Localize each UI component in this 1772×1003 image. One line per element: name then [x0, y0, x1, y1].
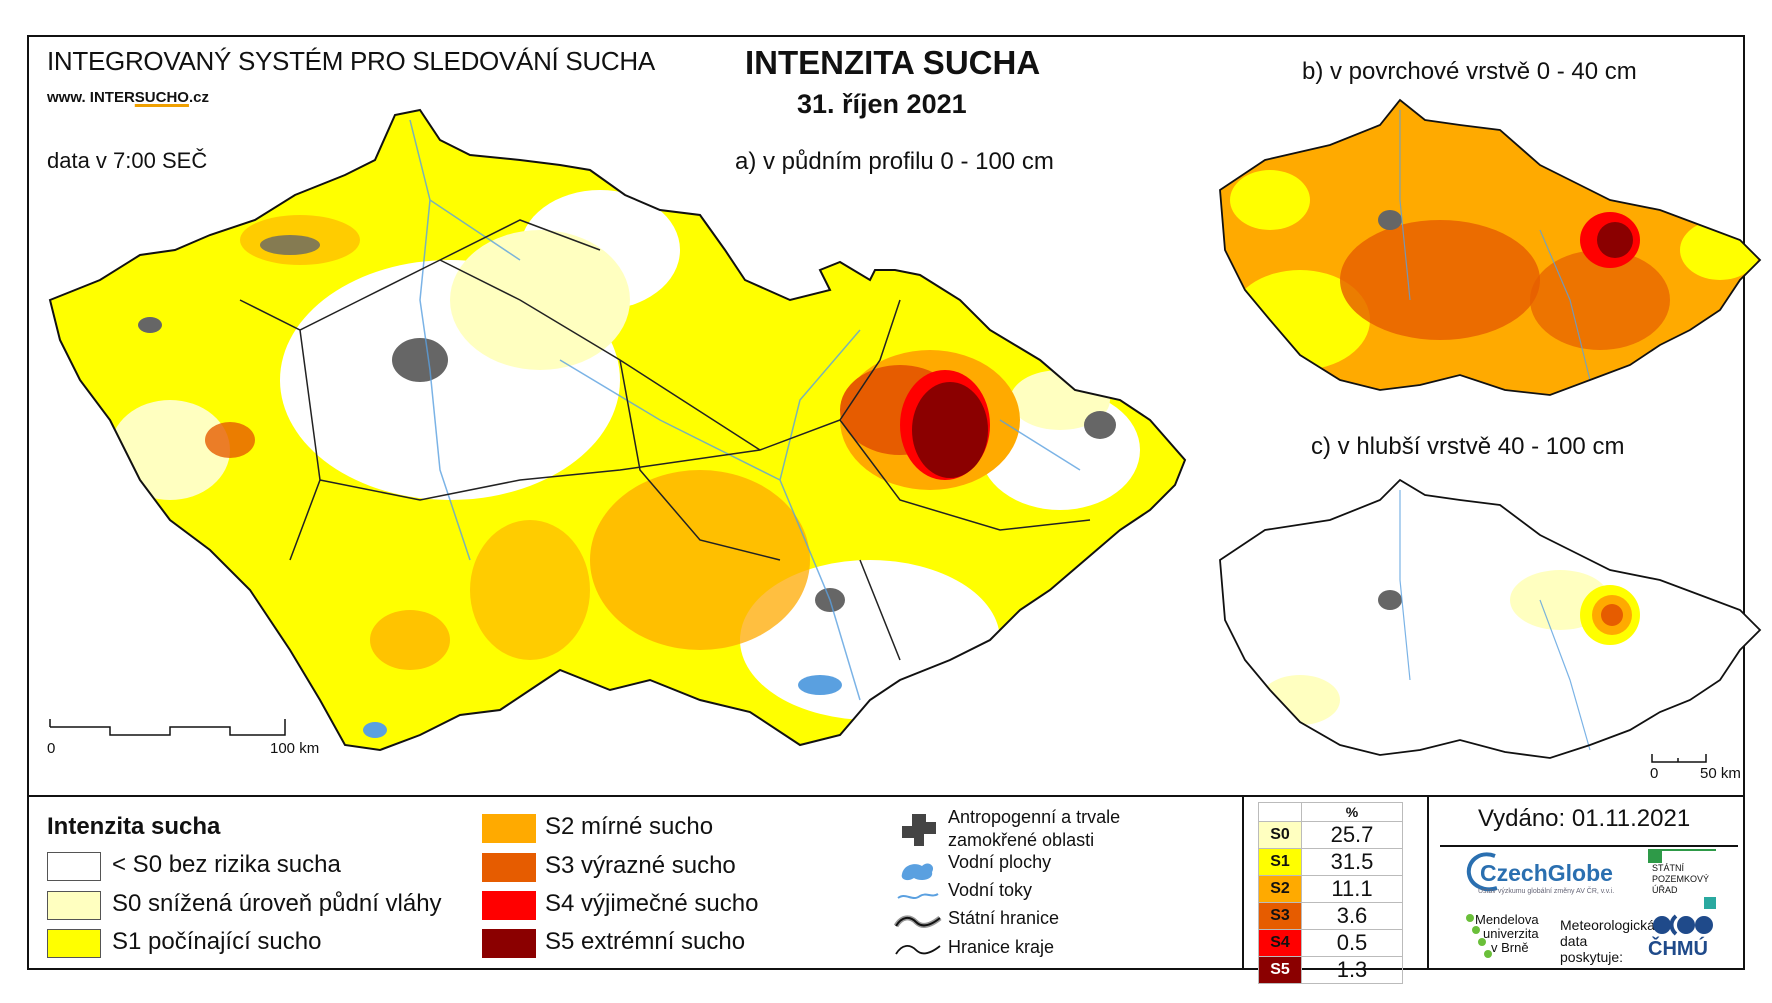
map-c-scale-start: 0 — [1650, 765, 1659, 782]
stats-class: S1 — [1258, 848, 1302, 876]
stats-class: S2 — [1258, 875, 1302, 903]
drought-stats-table: % S0 25.7 S1 31.5 S2 11.1 S3 3.6 S4 0.5 … — [1258, 802, 1403, 984]
stats-row-s1: S1 31.5 — [1258, 848, 1403, 876]
legend-swatch-s5 — [482, 929, 536, 958]
legend-swatch-s2 — [482, 814, 536, 843]
legend-label-no-risk: < S0 bez rizika sucha — [112, 851, 341, 878]
stats-header-unit: % — [1301, 802, 1403, 822]
spu-line3: ÚŘAD — [1652, 885, 1678, 895]
legend-symbol-state-border: Státní hranice — [948, 908, 1060, 928]
legend-label-s1: S1 počínající sucho — [112, 928, 322, 955]
state-border-icon — [894, 915, 942, 928]
stats-class: S3 — [1258, 902, 1302, 930]
meteo-data-provider: Meteorologická data poskytuje: — [1560, 917, 1655, 965]
map-a-title: a) v půdním profilu 0 - 100 cm — [735, 148, 1054, 175]
legend-swatch-s0 — [47, 891, 101, 920]
spu-line1: STÁTNÍ — [1652, 863, 1685, 873]
stats-value: 3.6 — [1301, 902, 1403, 930]
issued-divider — [1440, 845, 1738, 847]
spu-logo-line — [1662, 849, 1716, 851]
legend-label-s3: S3 výrazné sucho — [545, 852, 736, 879]
website-url[interactable]: www. INTERSUCHO.cz — [47, 89, 209, 106]
legend-swatch-s3 — [482, 853, 536, 882]
legend-title: Intenzita sucha — [47, 813, 221, 840]
map-a-scale-end: 100 km — [270, 740, 320, 757]
legend-symbol-anthropogenic-line2: zamokřené oblasti — [948, 830, 1095, 850]
legend-swatch-s1 — [47, 929, 101, 958]
stats-row-s2: S2 11.1 — [1258, 875, 1403, 903]
stats-row-s0: S0 25.7 — [1258, 821, 1403, 849]
czechglobe-logo: CzechGlobe — [1480, 860, 1613, 886]
spu-logo-text: STÁTNÍ POZEMKOVÝ ÚŘAD — [1652, 863, 1709, 896]
url-highlight: SUCHO — [134, 89, 189, 106]
stats-header-class — [1258, 802, 1302, 822]
legend-divider — [27, 795, 1745, 797]
legend-label-s2: S2 mírné sucho — [545, 813, 714, 840]
mendel-line1: Mendelova — [1475, 912, 1539, 927]
legend-swatch-s4 — [482, 891, 536, 920]
spu-logo: STÁTNÍ POZEMKOVÝ ÚŘAD — [1648, 849, 1716, 909]
spu-logo-mark-icon — [1648, 849, 1662, 863]
map-c-title: c) v hlubší vrstvě 40 - 100 cm — [1311, 433, 1625, 460]
map-c-deep-layer — [1219, 478, 1762, 759]
meteo-line2: data — [1560, 933, 1588, 949]
legend-label-s0: S0 snížená úroveň půdní vláhy — [112, 890, 442, 917]
water-area-icon — [901, 863, 934, 881]
map-frame — [27, 35, 1745, 970]
map-b-surface-layer — [1219, 98, 1762, 396]
stats-row-s4: S4 0.5 — [1258, 929, 1403, 957]
map-b-title: b) v povrchové vrstvě 0 - 40 cm — [1302, 58, 1637, 85]
stats-row-s3: S3 3.6 — [1258, 902, 1403, 930]
issued-date: Vydáno: 01.11.2021 — [1478, 805, 1691, 832]
map-a-scale-start: 0 — [47, 740, 56, 757]
footer-separator — [1427, 795, 1429, 970]
stats-value: 11.1 — [1301, 875, 1403, 903]
water-stream-icon — [897, 893, 939, 899]
map-a-soil-profile — [48, 108, 1187, 752]
map-date: 31. říjen 2021 — [797, 89, 967, 119]
stats-class: S0 — [1258, 821, 1302, 849]
meteo-line1: Meteorologická — [1560, 917, 1655, 933]
spu-line2: POZEMKOVÝ — [1652, 874, 1710, 884]
stats-class: S4 — [1258, 929, 1302, 957]
mendel-line2: univerzita — [1483, 926, 1539, 941]
czechglobe-subtitle: Ústav výzkumu globální změny AV ČR, v.v.… — [1478, 888, 1615, 895]
url-suffix: .cz — [188, 89, 209, 106]
stats-value: 0.5 — [1301, 929, 1403, 957]
stats-value: 31.5 — [1301, 848, 1403, 876]
stats-value: 25.7 — [1301, 821, 1403, 849]
mendelu-logo: Mendelova univerzita v Brně — [1475, 913, 1539, 955]
stats-separator — [1242, 795, 1244, 970]
url-prefix: www. INTER — [47, 89, 135, 106]
anthropogenic-area-icon — [902, 814, 936, 846]
region-border-icon — [895, 945, 941, 955]
legend-label-s5: S5 extrémní sucho — [545, 928, 746, 955]
stats-class: S5 — [1258, 956, 1302, 984]
stats-row-s5: S5 1.3 — [1258, 956, 1403, 984]
czechglobe-logo-icon — [1466, 852, 1498, 892]
stats-header-row: % — [1258, 802, 1403, 822]
legend-swatch-no-risk — [47, 852, 101, 881]
map-c-scale-end: 50 km — [1700, 765, 1741, 782]
legend-label-s4: S4 výjimečné sucho — [545, 890, 759, 917]
legend-symbol-water-stream: Vodní toky — [948, 880, 1033, 900]
mendelu-logo-icon — [1466, 914, 1492, 958]
main-title: INTENZITA SUCHA — [745, 44, 1041, 81]
spu-logo-corner-icon — [1704, 897, 1716, 909]
mendel-line3: v Brně — [1491, 940, 1529, 955]
chmu-logo: ČHMÚ — [1648, 938, 1708, 960]
system-title: INTEGROVANÝ SYSTÉM PRO SLEDOVÁNÍ SUCHA — [47, 46, 655, 76]
stats-value: 1.3 — [1301, 956, 1403, 984]
meteo-line3: poskytuje: — [1560, 949, 1624, 965]
legend-symbol-region-border: Hranice kraje — [948, 937, 1055, 957]
data-time: data v 7:00 SEČ — [47, 148, 208, 173]
map-c-scale-bar — [1651, 754, 1707, 763]
legend-symbol-anthropogenic-line1: Antropogenní a trvale — [948, 807, 1121, 827]
legend-symbol-water-area: Vodní plochy — [948, 852, 1052, 872]
chmu-logo-icon — [1653, 914, 1713, 936]
